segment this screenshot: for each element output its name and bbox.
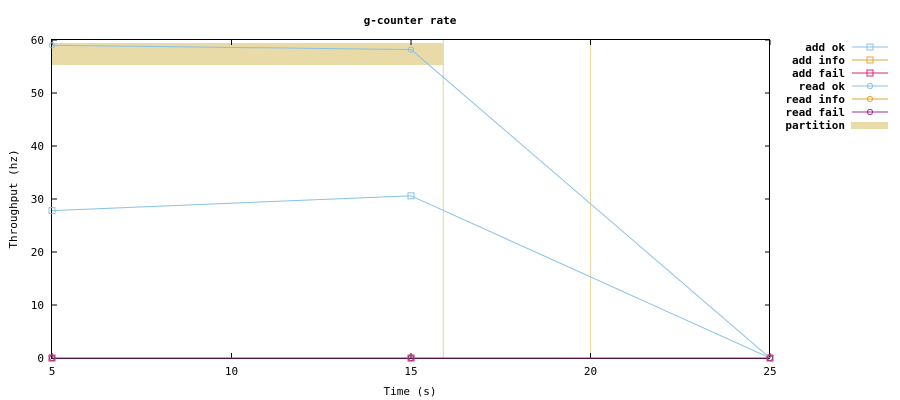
legend-label: add fail (792, 67, 845, 80)
axes: 5 10 15 20 25 0 10 20 30 40 50 60 (31, 34, 777, 378)
point-add-ok-0 (48, 207, 56, 215)
legend-label: read ok (799, 80, 846, 93)
legend-label: add info (792, 54, 845, 67)
point-add-ok-1 (407, 192, 415, 200)
legend-marker (866, 82, 874, 90)
legend-swatch (851, 122, 888, 129)
x-tick-label-25: 25 (763, 365, 776, 378)
y-tick-label-40: 40 (31, 140, 44, 153)
legend-item-add-info: add info (792, 54, 888, 67)
y-tick-label-30: 30 (31, 193, 44, 206)
point-read-fail-1 (407, 354, 415, 362)
series-add-ok (48, 192, 774, 362)
point-read-ok-1 (407, 46, 415, 53)
legend-label: add ok (805, 41, 845, 54)
x-tick-label-20: 20 (584, 365, 597, 378)
y-tick-label-0: 0 (37, 352, 44, 365)
x-tick-label-15: 15 (404, 365, 417, 378)
series-group (48, 42, 774, 362)
legend-item-add-ok: add ok (805, 41, 888, 54)
partition-regions (52, 40, 592, 358)
series-read-fail (48, 354, 774, 362)
legend-marker (866, 69, 874, 77)
y-axis-label: Throughput (hz) (7, 149, 20, 248)
legend-item-read-info: read info (785, 93, 888, 106)
legend-item-read-fail: read fail (785, 106, 888, 119)
point-read-ok-0 (48, 42, 56, 49)
legend-marker (866, 108, 874, 116)
point-read-fail-0 (48, 354, 56, 362)
series-read-ok (48, 42, 774, 362)
x-axis-label: Time (s) (384, 385, 437, 398)
legend-label: read info (785, 93, 845, 106)
legend-item-read-ok: read ok (799, 80, 888, 93)
x-tick-label-5: 5 (49, 365, 56, 378)
y-tick-label-60: 60 (31, 34, 44, 47)
point-read-fail-2 (766, 354, 774, 362)
y-tick-label-50: 50 (31, 87, 44, 100)
series-line-add-ok (51, 195, 771, 359)
legend-marker (866, 43, 874, 51)
legend-item-add-fail: add fail (792, 67, 888, 80)
legend-marker (866, 56, 874, 64)
chart-title: g-counter rate (364, 14, 457, 27)
y-tick-label-20: 20 (31, 246, 44, 259)
legend-marker (866, 95, 874, 103)
legend-label: read fail (785, 106, 845, 119)
legend-item-partition: partition (785, 119, 888, 132)
x-tick-label-10: 10 (225, 365, 238, 378)
series-line-read-ok (51, 44, 771, 359)
y-tick-label-10: 10 (31, 299, 44, 312)
legend-label: partition (785, 119, 845, 132)
